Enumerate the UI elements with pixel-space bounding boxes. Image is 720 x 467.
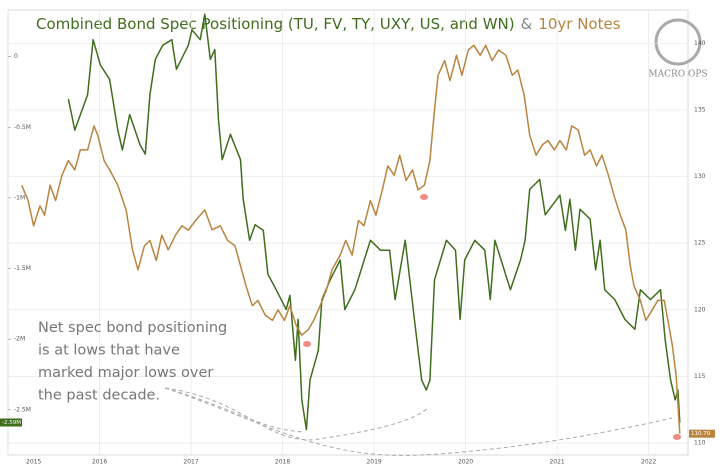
arrow-2018	[164, 387, 429, 441]
y2-tick-label: 125	[694, 240, 706, 247]
x-tick-label: 2018	[275, 459, 290, 466]
dot	[673, 434, 681, 440]
arrow-2016	[164, 387, 306, 433]
x-tick-label: 2021	[549, 459, 564, 466]
arrow-2022	[164, 387, 673, 456]
annotation-line: marked major lows over	[38, 365, 213, 381]
y-tick-label: -1.5M	[14, 265, 31, 272]
x-tick-label: 2022	[641, 459, 656, 466]
last-value-box	[689, 429, 715, 438]
title-connector: &	[521, 15, 533, 33]
annotation: Net spec bond positioning is at lows that…	[38, 320, 227, 404]
x-tick-label: 2019	[366, 459, 381, 466]
annotation-line: Net spec bond positioning	[38, 320, 227, 336]
y-tick-label: -2.5M	[14, 406, 31, 413]
y-tick-label: -2M	[14, 336, 25, 343]
y2-tick-label: 130	[694, 173, 706, 180]
last-value-box	[0, 418, 22, 427]
y2-tick-label: 135	[694, 106, 706, 113]
x-tick-label: 2017	[183, 459, 198, 466]
annotation-arrows	[164, 387, 673, 456]
annotation-line: the past decade.	[38, 388, 160, 404]
dot	[303, 341, 311, 347]
y-tick-label: -1M	[14, 194, 25, 201]
logo-ring	[654, 18, 702, 66]
y-tick-label: 0	[14, 53, 18, 60]
logo-text: MACRO OPS	[648, 70, 707, 80]
chart-title: Combined Bond Spec Positioning (TU, FV, …	[36, 15, 621, 33]
y-tick-label: -0.5M	[14, 124, 31, 131]
title-second: 10yr Notes	[538, 15, 620, 33]
series-line	[21, 44, 681, 434]
annotation-line: is at lows that have	[38, 343, 180, 359]
y2-tick-label: 140	[694, 40, 706, 47]
y2-tick-label: 110	[694, 440, 706, 447]
title-main: Combined Bond Spec Positioning (TU, FV, …	[36, 15, 515, 33]
last-value-label: -2.59M	[2, 420, 21, 426]
x-tick-label: 2015	[26, 459, 41, 466]
y2-tick-label: 120	[694, 306, 706, 313]
y2-tick-label: 115	[694, 373, 706, 380]
x-tick-label: 2020	[458, 459, 473, 466]
dot	[420, 194, 428, 200]
logo: MACRO OPS	[648, 18, 708, 80]
series-line	[67, 13, 681, 431]
last-value-label: 110.70	[691, 431, 711, 437]
x-tick-label: 2016	[92, 459, 107, 466]
highlight-dots	[303, 194, 681, 440]
